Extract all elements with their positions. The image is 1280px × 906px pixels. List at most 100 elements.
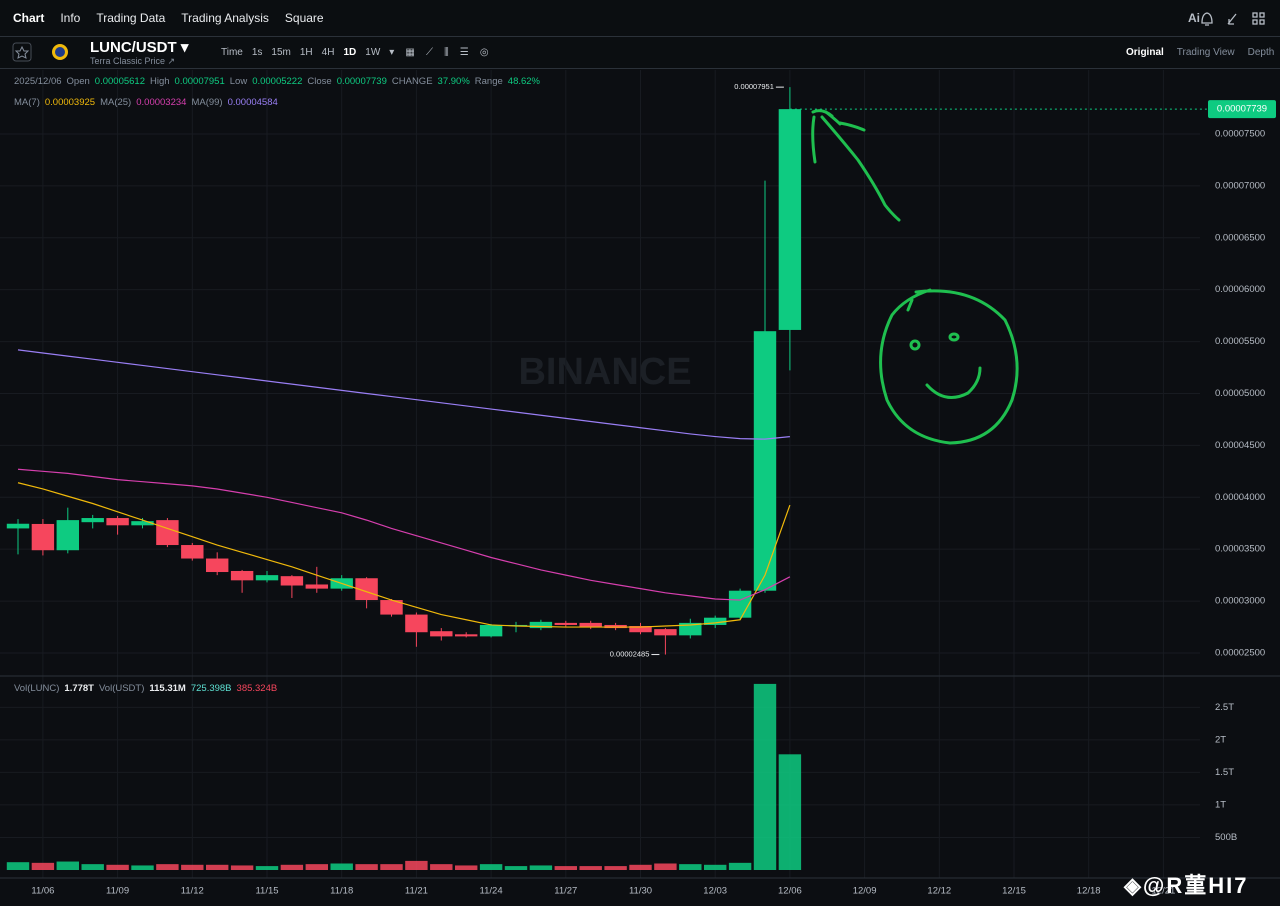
- top-nav: Chart Info Trading Data Trading Analysis…: [0, 0, 1280, 37]
- interval[interactable]: 15m: [271, 47, 291, 58]
- last-price-label: 0.00007739: [1217, 104, 1267, 115]
- volume-bar: [181, 864, 204, 870]
- x-tick-label: 11/18: [330, 886, 353, 897]
- info-label: Low: [229, 76, 248, 87]
- interval[interactable]: 4H: [321, 47, 335, 58]
- candle-body: [305, 584, 329, 589]
- view-switch: Original Trading View Depth: [1126, 47, 1274, 58]
- candle-body: [753, 331, 777, 591]
- volume-bar: [380, 864, 403, 870]
- candle-body: [31, 523, 55, 551]
- volume-bar: [753, 683, 777, 870]
- info-value: 37.90%: [437, 76, 470, 87]
- volume-tick-label: 500B: [1215, 832, 1237, 843]
- volume-bar: [6, 862, 30, 870]
- info-value: 0.00005222: [252, 76, 303, 87]
- nav-tab[interactable]: Chart: [13, 11, 45, 25]
- x-tick-label: 12/06: [778, 886, 802, 897]
- interval[interactable]: 1W: [365, 47, 381, 58]
- info-value: 0.00007951: [174, 76, 225, 87]
- candle-body: [629, 626, 652, 633]
- interval[interactable]: Time: [221, 47, 243, 58]
- x-tick-label: 12/09: [853, 886, 877, 897]
- info-label: High: [150, 76, 170, 87]
- candle-body: [579, 622, 602, 628]
- plot: [0, 70, 1200, 878]
- y-tick-label: 0.00005000: [1215, 388, 1265, 399]
- candle-body: [778, 109, 802, 330]
- info-date: 2025/12/06: [14, 76, 62, 87]
- volume-bar: [56, 861, 80, 870]
- y-tick-label: 0.00006500: [1215, 232, 1265, 243]
- ma-name: MA(7): [14, 97, 40, 108]
- nav-tab[interactable]: Square: [284, 11, 324, 25]
- nav-tab[interactable]: Trading Data: [96, 11, 166, 25]
- candle-body: [454, 634, 478, 637]
- volume-bar: [778, 754, 802, 870]
- author-watermark: ◈@R菫HI7: [1124, 873, 1249, 898]
- volume-bar: [679, 864, 702, 870]
- candle-body: [81, 518, 104, 523]
- volume-bar: [355, 864, 378, 870]
- volume-bar: [529, 865, 553, 870]
- volume-tick-label: 2.5T: [1215, 702, 1234, 713]
- candle-body: [156, 520, 179, 546]
- symbol-subtitle[interactable]: Terra Classic Price ↗: [90, 56, 176, 66]
- info-label: Open: [66, 76, 90, 87]
- view[interactable]: Original: [1126, 47, 1164, 58]
- volume-bar: [728, 862, 752, 870]
- interval-menu[interactable]: ▾ ▦ ⟋ ⫼ ☰ ◎: [389, 47, 489, 58]
- interval[interactable]: 1D: [343, 47, 357, 58]
- volume-bar: [604, 866, 627, 870]
- candle-body: [479, 624, 503, 637]
- vol-name: Vol(LUNC): [14, 683, 60, 694]
- volume-tick-label: 1T: [1215, 799, 1226, 810]
- view[interactable]: Trading View: [1176, 47, 1235, 58]
- vol-value: 115.31M: [149, 683, 186, 694]
- ma-legend: MA(7) 0.00003925 MA(25) 0.00003234 MA(99) 0.0…: [14, 97, 278, 108]
- volume-bar: [106, 864, 129, 870]
- candle-body: [654, 629, 677, 636]
- interval[interactable]: 1H: [299, 47, 313, 58]
- info-label: CHANGE: [391, 76, 433, 87]
- low-label: 0.00002485: [610, 650, 650, 659]
- ma-name: MA(25): [100, 97, 132, 108]
- candle-body: [230, 570, 254, 581]
- nav-tab[interactable]: Trading Analysis: [181, 11, 269, 25]
- ai-button[interactable]: Ai: [1188, 11, 1200, 25]
- symbol[interactable]: LUNC/USDT ▾: [90, 39, 189, 56]
- x-tick-label: 12/21: [1152, 886, 1176, 897]
- volume-tick-label: 1.5T: [1215, 767, 1234, 778]
- interval[interactable]: 1s: [251, 47, 263, 58]
- volume-bar: [131, 865, 154, 870]
- toolbar: LUNC/USDT ▾ Terra Classic Price ↗ Time 1…: [0, 37, 1280, 69]
- volume-bar: [31, 862, 55, 870]
- view[interactable]: Depth: [1247, 47, 1275, 58]
- x-tick-label: 11/30: [629, 886, 652, 897]
- volume-bar: [629, 864, 652, 870]
- y-tick-label: 0.00007000: [1215, 180, 1265, 191]
- vol-ma-value: 385.324B: [236, 683, 278, 694]
- y-tick-label: 0.00006000: [1215, 284, 1265, 295]
- candle-body: [106, 518, 129, 526]
- info-label: Close: [307, 76, 332, 87]
- y-tick-label: 0.00004000: [1215, 492, 1265, 503]
- info-value: 0.00007739: [336, 76, 387, 87]
- x-tick-label: 12/18: [1077, 886, 1101, 897]
- candle-body: [355, 578, 378, 601]
- ma-value: 0.00003234: [136, 97, 187, 108]
- ma-name: MA(99): [191, 97, 223, 108]
- y-tick-label: 0.00003500: [1215, 544, 1265, 555]
- y-tick-label: 0.00002500: [1215, 648, 1265, 659]
- volume-bar: [504, 866, 528, 870]
- volume-bar: [305, 864, 329, 870]
- candle-body: [56, 520, 80, 551]
- candle-body: [6, 523, 30, 529]
- last-price-tag: [1208, 100, 1276, 119]
- ma-line: [17, 349, 790, 440]
- volume-bar: [430, 864, 453, 870]
- nav-tab[interactable]: Info: [60, 11, 81, 25]
- symbol-name[interactable]: LUNC/USDT: [90, 39, 177, 56]
